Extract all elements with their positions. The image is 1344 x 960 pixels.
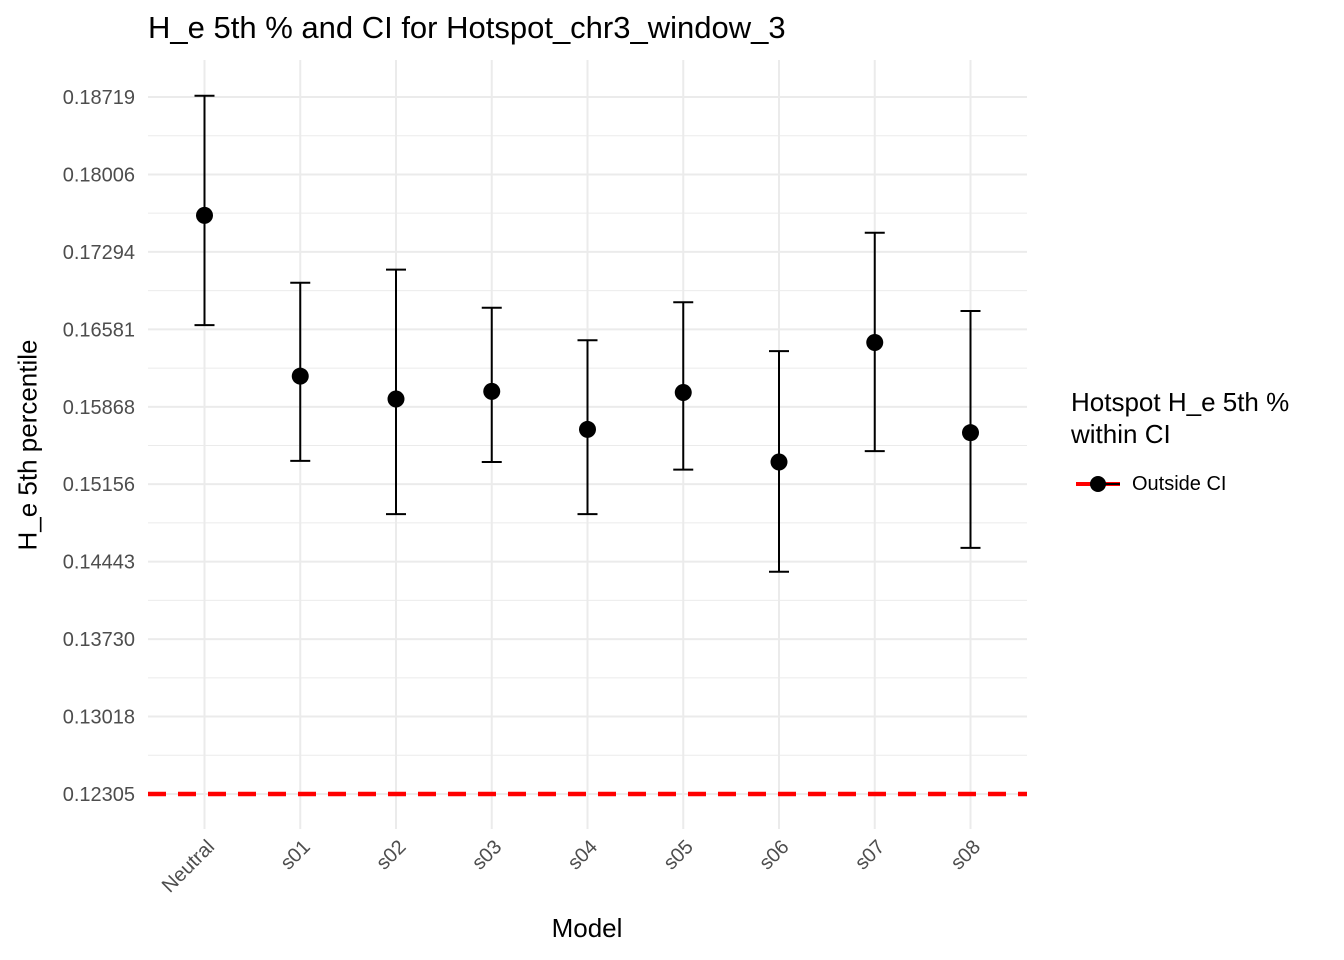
y-tick-label: 0.14443 bbox=[63, 552, 135, 574]
x-tick-label: s07 bbox=[851, 836, 889, 874]
legend-key-icon bbox=[1076, 476, 1120, 492]
x-tick-label: s02 bbox=[372, 836, 410, 874]
x-tick-label: s06 bbox=[755, 836, 793, 874]
data-point bbox=[962, 424, 979, 442]
data-point bbox=[674, 383, 692, 401]
legend-title-line2: within CI bbox=[1071, 419, 1171, 449]
x-tick-label: s05 bbox=[659, 836, 697, 874]
y-tick-label: 0.13018 bbox=[63, 707, 135, 729]
y-tick-label: 0.18719 bbox=[63, 87, 135, 109]
y-tick-label: 0.15868 bbox=[63, 397, 135, 419]
data-point bbox=[579, 420, 596, 438]
data-point bbox=[770, 453, 788, 471]
x-tick-label: s04 bbox=[564, 836, 602, 874]
legend-item-outside-ci: Outside CI bbox=[1074, 470, 1226, 498]
data-point bbox=[866, 333, 884, 351]
x-tick-label: s08 bbox=[947, 836, 985, 874]
x-axis-label: Model bbox=[551, 913, 623, 943]
x-tick-label: s03 bbox=[468, 836, 506, 874]
data-point bbox=[291, 367, 309, 385]
x-tick-label: Neutral bbox=[158, 836, 219, 897]
data-point bbox=[196, 206, 213, 224]
y-tick-label: 0.18006 bbox=[63, 164, 135, 186]
legend-title-line1: Hotspot H_e 5th % bbox=[1071, 387, 1290, 417]
y-tick-label: 0.16581 bbox=[63, 319, 135, 341]
x-tick-label: s01 bbox=[276, 836, 314, 874]
legend-title: Hotspot H_e 5th % within CI bbox=[1071, 386, 1289, 450]
y-tick-label: 0.13730 bbox=[63, 629, 135, 651]
y-tick-label: 0.17294 bbox=[63, 242, 135, 264]
chart-title: H_e 5th % and CI for Hotspot_chr3_window… bbox=[148, 10, 786, 45]
data-point bbox=[483, 382, 501, 400]
y-tick-label: 0.12305 bbox=[63, 784, 135, 806]
y-tick-label: 0.15156 bbox=[63, 474, 135, 496]
legend-label: Outside CI bbox=[1132, 472, 1227, 495]
data-point bbox=[387, 390, 405, 408]
